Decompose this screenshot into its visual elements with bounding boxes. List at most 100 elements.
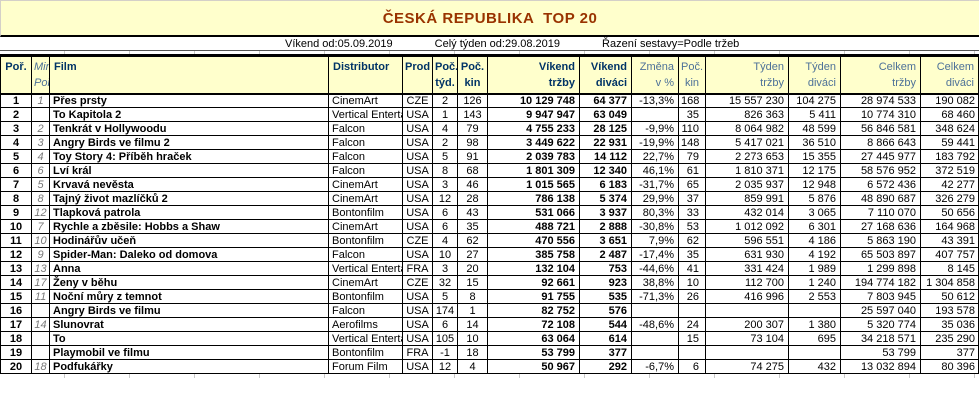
cell-min-rank[interactable]: 10 (31, 233, 50, 248)
cell-week-gross[interactable]: 631 930 (705, 247, 789, 262)
cell-country[interactable]: USA (402, 289, 433, 304)
cell-film[interactable]: Tenkrát v Hollywoodu (49, 121, 329, 136)
cell-weekend-gross[interactable]: 786 138 (487, 191, 580, 206)
cell-weekend-admissions[interactable]: 923 (579, 275, 632, 290)
cell-country[interactable]: USA (402, 121, 433, 136)
cell-film[interactable]: To (49, 331, 329, 346)
cell-weekend-admissions[interactable]: 576 (579, 303, 632, 318)
cell-min-rank[interactable]: 9 (31, 247, 50, 262)
cell-rank[interactable]: 18 (0, 331, 32, 346)
cell-distributor[interactable]: Bontonfilm (328, 345, 403, 360)
cell-weeks[interactable]: 12 (432, 359, 458, 374)
cell-weeks[interactable]: 32 (432, 275, 458, 290)
cell-weekend-gross[interactable]: 531 066 (487, 205, 580, 220)
cell-weekend-gross[interactable]: 10 129 748 (487, 93, 580, 108)
cell-weeks[interactable]: 5 (432, 149, 458, 164)
cell-total-admissions[interactable]: 42 277 (920, 177, 979, 192)
cell-total-admissions[interactable]: 235 290 (920, 331, 979, 346)
cell-weeks[interactable]: 12 (432, 191, 458, 206)
cell-week-gross[interactable]: 200 307 (705, 317, 789, 332)
cell-film[interactable]: Krvavá nevěsta (49, 177, 329, 192)
cell-weeks[interactable]: -1 (432, 345, 458, 360)
cell-week-cinemas[interactable]: 168 (678, 93, 706, 108)
cell-week-admissions[interactable]: 5 411 (788, 107, 841, 122)
cell-week-admissions[interactable]: 3 065 (788, 205, 841, 220)
cell-change[interactable]: -44,6% (631, 261, 679, 276)
cell-cinemas[interactable]: 91 (457, 149, 488, 164)
cell-cinemas[interactable]: 68 (457, 163, 488, 178)
cell-week-admissions[interactable]: 1 989 (788, 261, 841, 276)
cell-week-admissions[interactable]: 104 275 (788, 93, 841, 108)
cell-week-gross[interactable] (705, 303, 789, 318)
cell-country[interactable]: CZE (402, 275, 433, 290)
cell-rank[interactable]: 10 (0, 219, 32, 234)
cell-total-gross[interactable]: 10 774 310 (840, 107, 921, 122)
cell-change[interactable] (631, 107, 679, 122)
cell-week-cinemas[interactable]: 15 (678, 331, 706, 346)
cell-week-gross[interactable]: 73 104 (705, 331, 789, 346)
cell-film[interactable]: Tajný život mazlíčků 2 (49, 191, 329, 206)
cell-week-cinemas[interactable]: 26 (678, 289, 706, 304)
cell-week-cinemas[interactable]: 41 (678, 261, 706, 276)
cell-rank[interactable]: 20 (0, 359, 32, 374)
cell-weekend-gross[interactable]: 3 449 622 (487, 135, 580, 150)
cell-change[interactable]: -13,3% (631, 93, 679, 108)
cell-total-gross[interactable]: 65 503 897 (840, 247, 921, 262)
cell-cinemas[interactable]: 43 (457, 205, 488, 220)
cell-weekend-admissions[interactable]: 377 (579, 345, 632, 360)
cell-week-admissions[interactable]: 4 186 (788, 233, 841, 248)
cell-cinemas[interactable]: 14 (457, 317, 488, 332)
cell-change[interactable]: 22,7% (631, 149, 679, 164)
cell-week-admissions[interactable] (788, 345, 841, 360)
cell-rank[interactable]: 5 (0, 149, 32, 164)
cell-film[interactable]: Toy Story 4: Příběh hraček (49, 149, 329, 164)
cell-min-rank[interactable]: 4 (31, 149, 50, 164)
cell-total-admissions[interactable]: 59 441 (920, 135, 979, 150)
cell-week-cinemas[interactable]: 65 (678, 177, 706, 192)
cell-week-admissions[interactable]: 12 175 (788, 163, 841, 178)
cell-week-cinemas[interactable]: 53 (678, 219, 706, 234)
cell-rank[interactable]: 4 (0, 135, 32, 150)
cell-distributor[interactable]: Falcon (328, 303, 403, 318)
cell-min-rank[interactable]: 11 (31, 289, 50, 304)
cell-change[interactable]: 80,3% (631, 205, 679, 220)
cell-min-rank[interactable]: 5 (31, 177, 50, 192)
cell-change[interactable]: -31,7% (631, 177, 679, 192)
cell-min-rank[interactable]: 12 (31, 205, 50, 220)
cell-film[interactable]: Playmobil ve filmu (49, 345, 329, 360)
cell-cinemas[interactable]: 143 (457, 107, 488, 122)
cell-week-gross[interactable]: 331 424 (705, 261, 789, 276)
cell-week-gross[interactable]: 826 363 (705, 107, 789, 122)
cell-week-cinemas[interactable]: 79 (678, 149, 706, 164)
cell-distributor[interactable]: Falcon (328, 121, 403, 136)
cell-cinemas[interactable]: 8 (457, 289, 488, 304)
cell-rank[interactable]: 16 (0, 303, 32, 318)
cell-weekend-gross[interactable]: 53 799 (487, 345, 580, 360)
cell-country[interactable]: CZE (402, 233, 433, 248)
cell-total-gross[interactable]: 7 803 945 (840, 289, 921, 304)
cell-weeks[interactable]: 6 (432, 317, 458, 332)
cell-weekend-gross[interactable]: 92 661 (487, 275, 580, 290)
cell-cinemas[interactable]: 15 (457, 275, 488, 290)
cell-total-admissions[interactable]: 50 612 (920, 289, 979, 304)
cell-week-admissions[interactable]: 2 553 (788, 289, 841, 304)
cell-week-gross[interactable]: 596 551 (705, 233, 789, 248)
cell-week-gross[interactable]: 2 273 653 (705, 149, 789, 164)
cell-week-admissions[interactable]: 48 599 (788, 121, 841, 136)
cell-weekend-admissions[interactable]: 12 340 (579, 163, 632, 178)
cell-change[interactable]: 29,9% (631, 191, 679, 206)
cell-weekend-admissions[interactable]: 2 487 (579, 247, 632, 262)
cell-weeks[interactable]: 2 (432, 135, 458, 150)
cell-weekend-gross[interactable]: 4 755 233 (487, 121, 580, 136)
cell-rank[interactable]: 8 (0, 191, 32, 206)
cell-distributor[interactable]: Falcon (328, 149, 403, 164)
cell-week-admissions[interactable]: 5 876 (788, 191, 841, 206)
cell-change[interactable] (631, 345, 679, 360)
cell-week-gross[interactable]: 8 064 982 (705, 121, 789, 136)
cell-total-gross[interactable]: 56 846 581 (840, 121, 921, 136)
cell-distributor[interactable]: Forum Film (328, 359, 403, 374)
cell-country[interactable]: USA (402, 163, 433, 178)
cell-total-gross[interactable]: 27 445 977 (840, 149, 921, 164)
cell-weekend-admissions[interactable]: 753 (579, 261, 632, 276)
cell-total-admissions[interactable]: 377 (920, 345, 979, 360)
